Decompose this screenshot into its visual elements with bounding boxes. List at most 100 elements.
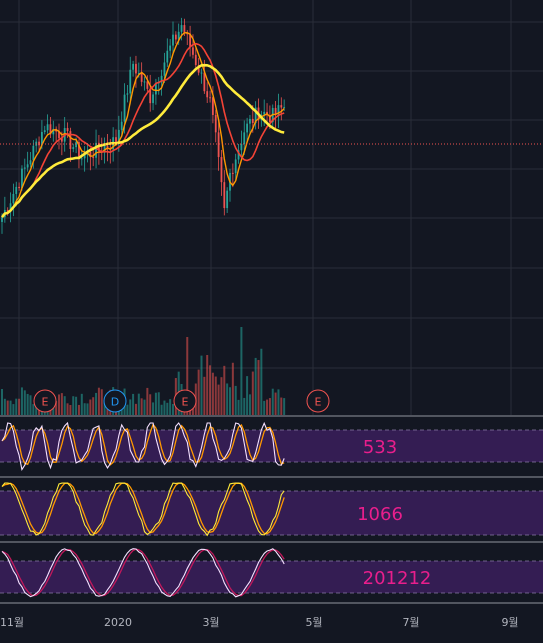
- candle[interactable]: [280, 97, 283, 121]
- candle[interactable]: [214, 109, 217, 143]
- candle[interactable]: [212, 86, 214, 124]
- candle[interactable]: [231, 163, 234, 188]
- candle[interactable]: [169, 39, 172, 59]
- candle[interactable]: [166, 38, 169, 68]
- candle[interactable]: [226, 187, 229, 213]
- candle[interactable]: [249, 114, 251, 135]
- candle[interactable]: [12, 183, 15, 217]
- volume-bar: [197, 369, 200, 415]
- volume-bar: [254, 357, 257, 415]
- event-marker-earnings[interactable]: E: [306, 389, 330, 413]
- volume-bar: [72, 396, 75, 415]
- volume-bar: [229, 387, 231, 415]
- time-axis-tick-label: 2020: [104, 616, 132, 629]
- oscillator-label: 1066: [357, 504, 403, 525]
- candle[interactable]: [89, 147, 92, 171]
- candle[interactable]: [157, 77, 160, 95]
- volume-bar: [134, 403, 137, 415]
- candlesticks[interactable]: [1, 17, 286, 234]
- candle[interactable]: [32, 140, 35, 169]
- volume-bar: [95, 392, 98, 415]
- candle[interactable]: [234, 153, 237, 180]
- candle[interactable]: [55, 126, 58, 143]
- candle[interactable]: [189, 25, 191, 57]
- event-marker-label: E: [182, 396, 189, 409]
- candle[interactable]: [254, 101, 257, 130]
- candle[interactable]: [246, 117, 248, 142]
- candle[interactable]: [100, 137, 103, 161]
- candle[interactable]: [220, 150, 223, 196]
- candle[interactable]: [52, 120, 55, 142]
- candle[interactable]: [146, 75, 149, 92]
- volume-bar: [163, 400, 166, 415]
- time-axis-tick-label: 7월: [402, 616, 419, 629]
- volume-bar: [234, 385, 237, 415]
- event-marker-earnings[interactable]: E: [173, 389, 197, 413]
- candle[interactable]: [209, 90, 211, 103]
- volume-bar: [83, 403, 86, 415]
- volume-bar: [266, 399, 269, 415]
- time-axis-tick-label: 11월: [0, 616, 24, 629]
- candle[interactable]: [223, 170, 226, 216]
- volume-bar: [283, 398, 286, 415]
- candle[interactable]: [200, 68, 203, 84]
- candle[interactable]: [3, 196, 6, 223]
- candle[interactable]: [240, 130, 243, 161]
- candle[interactable]: [69, 127, 72, 162]
- time-axis-tick-label: 5월: [305, 616, 322, 629]
- candle[interactable]: [9, 192, 12, 223]
- candle[interactable]: [23, 158, 26, 182]
- candle[interactable]: [72, 143, 75, 153]
- candle[interactable]: [80, 150, 83, 166]
- candle[interactable]: [149, 74, 152, 112]
- candle[interactable]: [18, 182, 20, 191]
- volume-bar: [132, 393, 135, 415]
- volume-bar: [260, 348, 263, 415]
- candle[interactable]: [140, 62, 143, 87]
- volume-bar: [63, 396, 66, 415]
- candle[interactable]: [129, 56, 132, 105]
- volume-bar: [200, 355, 203, 415]
- volume-bar: [211, 372, 214, 415]
- event-marker-earnings[interactable]: E: [33, 389, 57, 413]
- candle[interactable]: [174, 31, 177, 44]
- candle[interactable]: [26, 151, 29, 172]
- volume-bar: [166, 402, 169, 415]
- volume-bar: [231, 362, 234, 415]
- candle[interactable]: [46, 114, 49, 134]
- candle[interactable]: [143, 76, 146, 91]
- candle[interactable]: [120, 111, 123, 138]
- oscillator-pane-1: 533: [0, 421, 543, 472]
- candle[interactable]: [194, 47, 197, 71]
- candle[interactable]: [152, 91, 154, 111]
- volume-bar: [246, 376, 249, 415]
- candle[interactable]: [117, 115, 120, 152]
- candle[interactable]: [160, 69, 163, 96]
- candle[interactable]: [229, 168, 231, 202]
- candle[interactable]: [206, 82, 209, 104]
- volume-bar: [77, 404, 80, 415]
- candle[interactable]: [172, 21, 174, 55]
- candle[interactable]: [29, 151, 32, 168]
- candle[interactable]: [135, 55, 137, 88]
- candle[interactable]: [243, 120, 246, 155]
- candle[interactable]: [132, 60, 134, 77]
- event-marker-dividend[interactable]: D: [103, 389, 127, 413]
- candle[interactable]: [35, 138, 38, 153]
- oscillator-band: [0, 561, 543, 593]
- volume-bar: [268, 398, 271, 415]
- candle[interactable]: [58, 123, 60, 150]
- candle[interactable]: [277, 93, 280, 129]
- volume-bar: [257, 360, 260, 415]
- candle[interactable]: [49, 117, 52, 138]
- candle[interactable]: [83, 146, 86, 172]
- volume-bar: [6, 400, 9, 415]
- volume-bar: [75, 396, 78, 415]
- candle[interactable]: [217, 119, 220, 171]
- candle[interactable]: [126, 84, 129, 103]
- candle[interactable]: [43, 125, 46, 135]
- volume-bar: [240, 327, 243, 415]
